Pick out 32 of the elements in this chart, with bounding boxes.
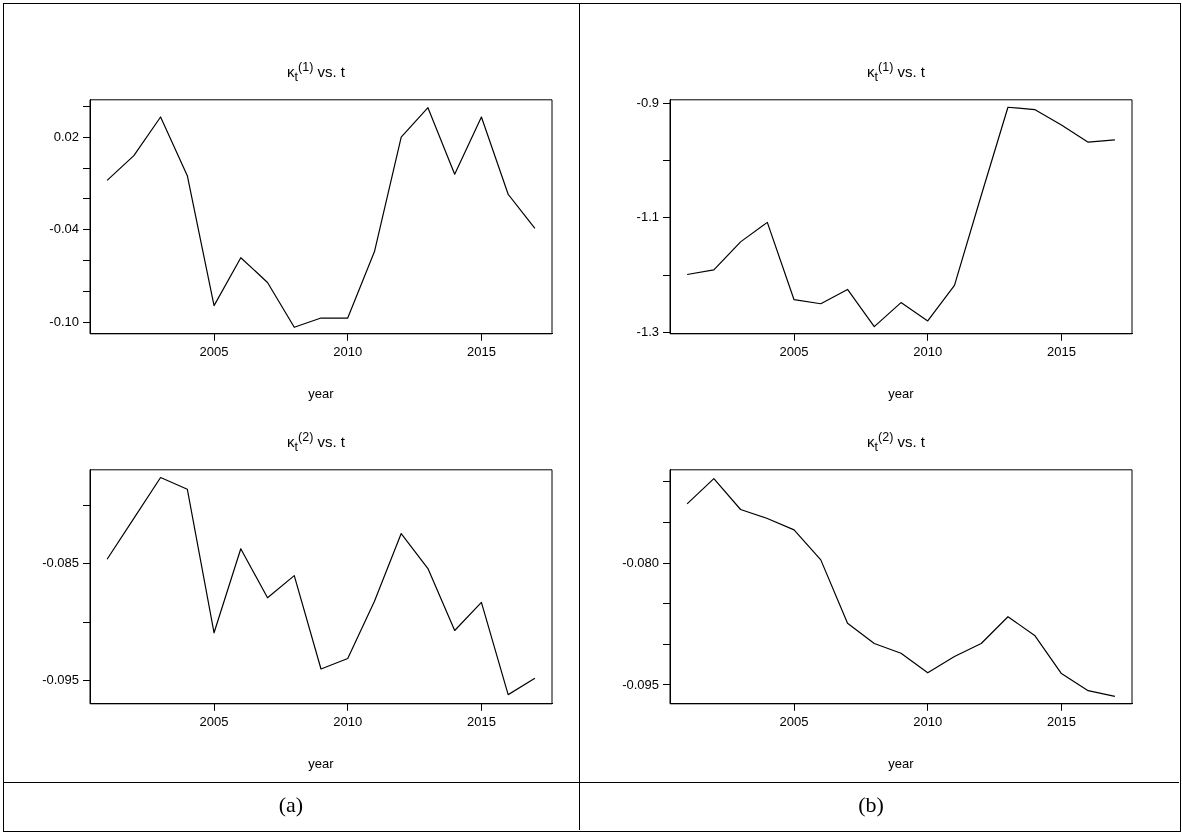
- x-axis-title: year: [308, 385, 335, 401]
- x-tick-label: 2005: [199, 714, 229, 730]
- y-tick-label: -1.3: [636, 323, 659, 339]
- x-tick-label: 2005: [199, 344, 229, 360]
- x-tick-label: 2015: [466, 344, 496, 360]
- text: (a): [277, 792, 305, 818]
- chart-title: κ$_{t}$$^{(2)}$ vs. t: [866, 430, 926, 454]
- x-axis-title: year: [888, 755, 915, 771]
- x-tick-label: 2005: [779, 344, 809, 360]
- y-tick-label: -1.1: [636, 209, 659, 225]
- chart-title: κ$_{t}$$^{(2)}$ vs. t: [286, 430, 346, 454]
- x-tick-label: 2015: [466, 714, 496, 730]
- x-tick-label: 2015: [1046, 714, 1076, 730]
- y-tick-label: -0.10: [49, 314, 79, 330]
- chart-title: κ$_{t}$$^{(1)}$ vs. t: [866, 60, 926, 84]
- x-tick-label: 2005: [779, 714, 809, 730]
- y-tick-label: -0.095: [622, 676, 659, 692]
- x-axis-title: year: [308, 755, 335, 771]
- x-axis-title: year: [888, 385, 915, 401]
- y-tick-label: -0.04: [49, 221, 79, 237]
- x-tick-label: 2010: [913, 344, 943, 360]
- y-tick-label: -0.080: [622, 554, 659, 570]
- x-tick-label: 2015: [1046, 344, 1076, 360]
- chart-title: κ$_{t}$$^{(1)}$ vs. t: [286, 60, 346, 84]
- y-tick-label: -0.095: [42, 672, 79, 688]
- y-tick-label: 0.02: [53, 128, 79, 144]
- x-tick-label: 2010: [913, 714, 943, 730]
- x-tick-label: 2010: [333, 714, 363, 730]
- x-tick-label: 2010: [333, 344, 363, 360]
- y-tick-label: -0.085: [42, 555, 79, 571]
- text: (b): [857, 792, 885, 818]
- y-tick-label: -0.9: [636, 94, 659, 110]
